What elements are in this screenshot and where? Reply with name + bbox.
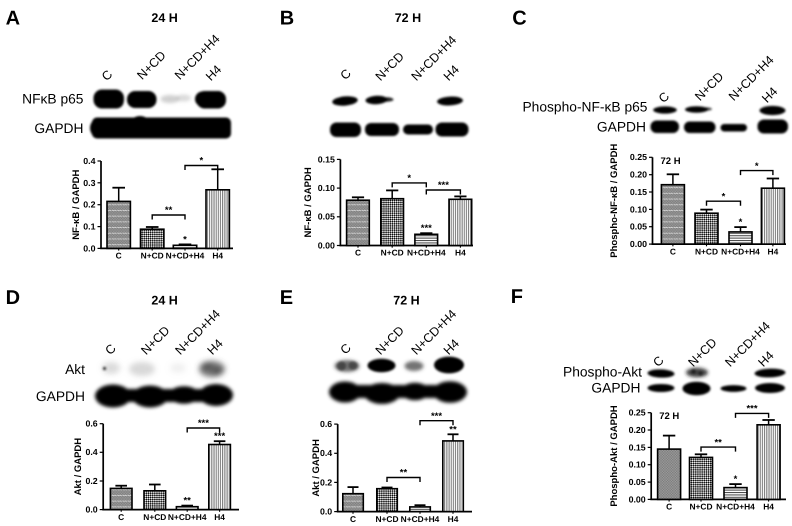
svg-text:Phospho-Akt / GAPDH: Phospho-Akt / GAPDH	[609, 405, 620, 506]
svg-text:B: B	[280, 7, 294, 29]
svg-text:H4: H4	[448, 514, 459, 524]
svg-text:24 H: 24 H	[151, 294, 177, 308]
svg-text:0.20: 0.20	[629, 425, 646, 435]
svg-text:0.15: 0.15	[630, 187, 647, 197]
svg-text:Akt: Akt	[65, 362, 85, 377]
svg-text:0.2: 0.2	[83, 200, 95, 210]
svg-text:NF-κB / GAPDH: NF-κB / GAPDH	[303, 167, 314, 237]
svg-text:**: **	[183, 496, 191, 507]
svg-text:**: **	[165, 205, 173, 216]
svg-text:24 H: 24 H	[151, 11, 177, 25]
svg-text:*: *	[183, 234, 187, 245]
svg-text:N+CD+H4: N+CD+H4	[166, 251, 205, 261]
svg-text:C: C	[670, 246, 676, 256]
svg-text:Phospho-NF-κB p65: Phospho-NF-κB p65	[522, 100, 647, 115]
svg-text:0.6: 0.6	[85, 419, 97, 429]
svg-text:C: C	[118, 512, 124, 522]
svg-text:0.4: 0.4	[320, 448, 332, 458]
svg-text:H4: H4	[768, 246, 779, 256]
svg-text:E: E	[280, 287, 293, 309]
svg-text:F: F	[511, 286, 523, 308]
svg-text:N+CD+H4: N+CD+H4	[721, 246, 760, 256]
svg-text:0.0: 0.0	[85, 505, 97, 515]
svg-text:0.00: 0.00	[630, 239, 647, 249]
svg-text:***: ***	[421, 223, 432, 234]
svg-text:NF-κB / GAPDH: NF-κB / GAPDH	[71, 169, 82, 239]
svg-text:NFκB p65: NFκB p65	[22, 92, 84, 107]
svg-text:N+CD: N+CD	[375, 514, 398, 524]
svg-text:0.15: 0.15	[629, 442, 646, 452]
svg-text:0.10: 0.10	[630, 204, 647, 214]
svg-text:0.00: 0.00	[318, 240, 335, 250]
svg-text:A: A	[6, 7, 20, 29]
svg-text:0.05: 0.05	[318, 212, 335, 222]
svg-text:C: C	[116, 251, 122, 261]
svg-text:N+CD+H4: N+CD+H4	[401, 514, 440, 524]
svg-text:Akt / GAPDH: Akt / GAPDH	[311, 439, 322, 497]
svg-text:0.3: 0.3	[83, 178, 95, 188]
svg-text:H4: H4	[212, 251, 223, 261]
svg-text:***: ***	[198, 418, 209, 429]
svg-text:N+CD: N+CD	[143, 512, 166, 522]
svg-text:GAPDH: GAPDH	[34, 121, 83, 136]
svg-text:***: ***	[431, 411, 442, 422]
svg-text:N+CD+H4: N+CD+H4	[168, 512, 207, 522]
svg-text:0.6: 0.6	[320, 419, 332, 429]
svg-text:N+CD: N+CD	[689, 502, 712, 512]
svg-text:72 H: 72 H	[393, 294, 419, 308]
svg-text:*: *	[739, 217, 743, 228]
svg-text:C: C	[512, 8, 526, 30]
svg-text:0.0: 0.0	[83, 243, 95, 253]
svg-text:***: ***	[438, 180, 449, 191]
svg-text:*: *	[755, 161, 759, 172]
svg-text:0.10: 0.10	[629, 460, 646, 470]
svg-text:0.1: 0.1	[83, 222, 95, 232]
svg-text:0.0: 0.0	[320, 507, 332, 517]
svg-text:**: **	[714, 437, 722, 448]
svg-text:0.05: 0.05	[630, 222, 647, 232]
svg-text:N+CD+H4: N+CD+H4	[716, 502, 755, 512]
svg-text:72 H: 72 H	[395, 11, 421, 25]
svg-text:0.25: 0.25	[630, 152, 647, 162]
svg-text:H4: H4	[214, 512, 225, 522]
svg-text:N+CD: N+CD	[695, 246, 718, 256]
svg-text:0.05: 0.05	[629, 477, 646, 487]
svg-text:GAPDH: GAPDH	[36, 389, 85, 404]
svg-text:Phospho-Akt: Phospho-Akt	[563, 365, 642, 380]
svg-text:**: **	[400, 468, 408, 479]
svg-text:0.4: 0.4	[83, 156, 95, 166]
svg-text:**: **	[449, 424, 457, 435]
svg-text:C: C	[355, 248, 361, 258]
svg-text:GAPDH: GAPDH	[597, 120, 646, 135]
svg-text:*: *	[407, 173, 411, 184]
svg-text:0.20: 0.20	[630, 170, 647, 180]
svg-text:0.00: 0.00	[629, 494, 646, 504]
svg-text:N+CD+H4: N+CD+H4	[407, 248, 446, 258]
svg-text:72 H: 72 H	[659, 411, 679, 422]
svg-text:0.25: 0.25	[629, 408, 646, 418]
svg-text:0.2: 0.2	[320, 477, 332, 487]
svg-text:GAPDH: GAPDH	[591, 381, 640, 396]
svg-text:*: *	[722, 191, 726, 202]
svg-text:Phospho-NF-κB / GAPDH: Phospho-NF-κB / GAPDH	[609, 144, 620, 258]
svg-text:C: C	[350, 514, 356, 524]
svg-text:0.15: 0.15	[318, 154, 335, 164]
svg-text:***: ***	[746, 404, 757, 415]
svg-text:H4: H4	[763, 502, 774, 512]
svg-text:***: ***	[214, 431, 225, 442]
svg-text:Akt / GAPDH: Akt / GAPDH	[73, 438, 84, 496]
svg-text:D: D	[6, 287, 20, 309]
svg-text:*: *	[734, 474, 738, 485]
svg-text:H4: H4	[455, 248, 466, 258]
svg-text:0.4: 0.4	[85, 447, 97, 457]
svg-text:0.2: 0.2	[85, 476, 97, 486]
svg-text:0.10: 0.10	[318, 183, 335, 193]
svg-text:N+CD: N+CD	[381, 248, 404, 258]
svg-text:N+CD: N+CD	[141, 251, 164, 261]
svg-text:C: C	[666, 502, 672, 512]
svg-text:72 H: 72 H	[661, 156, 681, 167]
svg-text:*: *	[199, 156, 203, 167]
